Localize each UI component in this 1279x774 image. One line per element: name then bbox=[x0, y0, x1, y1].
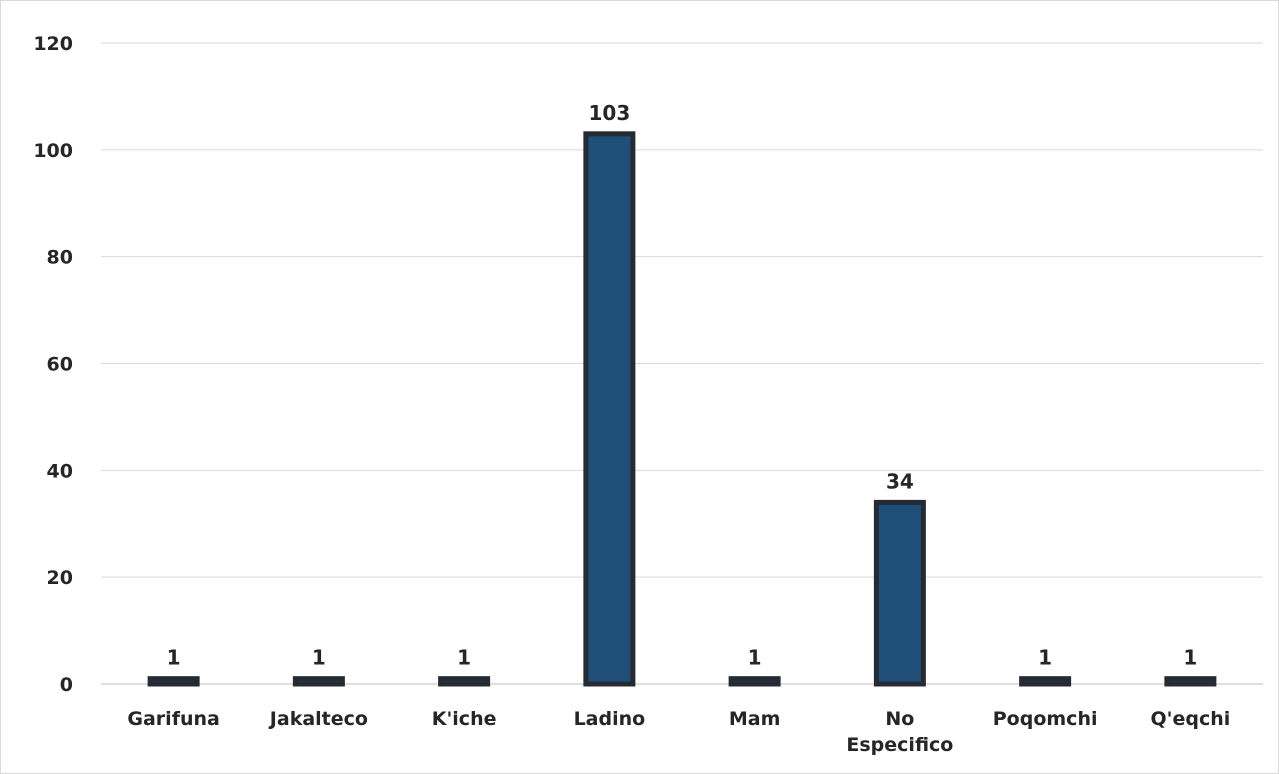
y-axis-ticks: 0 20 40 60 80 100 120 bbox=[33, 33, 73, 696]
bar bbox=[728, 676, 781, 687]
x-tick-label: No Especifico bbox=[846, 708, 953, 756]
bar bbox=[873, 499, 926, 687]
bar bbox=[583, 131, 636, 687]
gridlines bbox=[101, 42, 1263, 685]
bar bbox=[292, 676, 345, 687]
x-tick-label: Garifuna bbox=[127, 708, 219, 730]
x-tick-label: Q'eqchi bbox=[1150, 708, 1230, 730]
data-label: 34 bbox=[886, 469, 914, 493]
x-tick-label: Ladino bbox=[574, 708, 646, 730]
data-label: 1 bbox=[457, 646, 471, 670]
x-tick-label: Mam bbox=[729, 708, 781, 730]
data-label: 1 bbox=[1038, 646, 1052, 670]
y-tick-label: 80 bbox=[47, 247, 73, 269]
bar bbox=[147, 676, 200, 687]
bar bbox=[1019, 676, 1072, 687]
x-axis-categories: Garifuna Jakalteco K'iche Ladino Mam No Especi… bbox=[127, 708, 1230, 756]
data-label: 1 bbox=[1183, 646, 1197, 670]
data-label: 1 bbox=[312, 646, 326, 670]
y-tick-label: 60 bbox=[47, 354, 73, 376]
y-tick-label: 20 bbox=[47, 567, 73, 589]
bar bbox=[438, 676, 491, 687]
data-label: 1 bbox=[748, 646, 762, 670]
data-label: 1 bbox=[167, 646, 181, 670]
y-tick-label: 0 bbox=[60, 674, 73, 696]
x-tick-label: Jakalteco bbox=[268, 708, 368, 730]
y-tick-label: 40 bbox=[47, 460, 73, 482]
bars bbox=[147, 131, 1217, 687]
y-tick-label: 100 bbox=[33, 140, 73, 162]
data-label: 103 bbox=[589, 101, 631, 125]
data-labels: 1 1 1 103 1 34 1 1 bbox=[167, 101, 1198, 670]
x-tick-label: K'iche bbox=[432, 708, 497, 730]
y-tick-label: 120 bbox=[33, 33, 73, 55]
bar bbox=[1164, 676, 1217, 687]
x-tick-label: Poqomchi bbox=[993, 708, 1098, 730]
